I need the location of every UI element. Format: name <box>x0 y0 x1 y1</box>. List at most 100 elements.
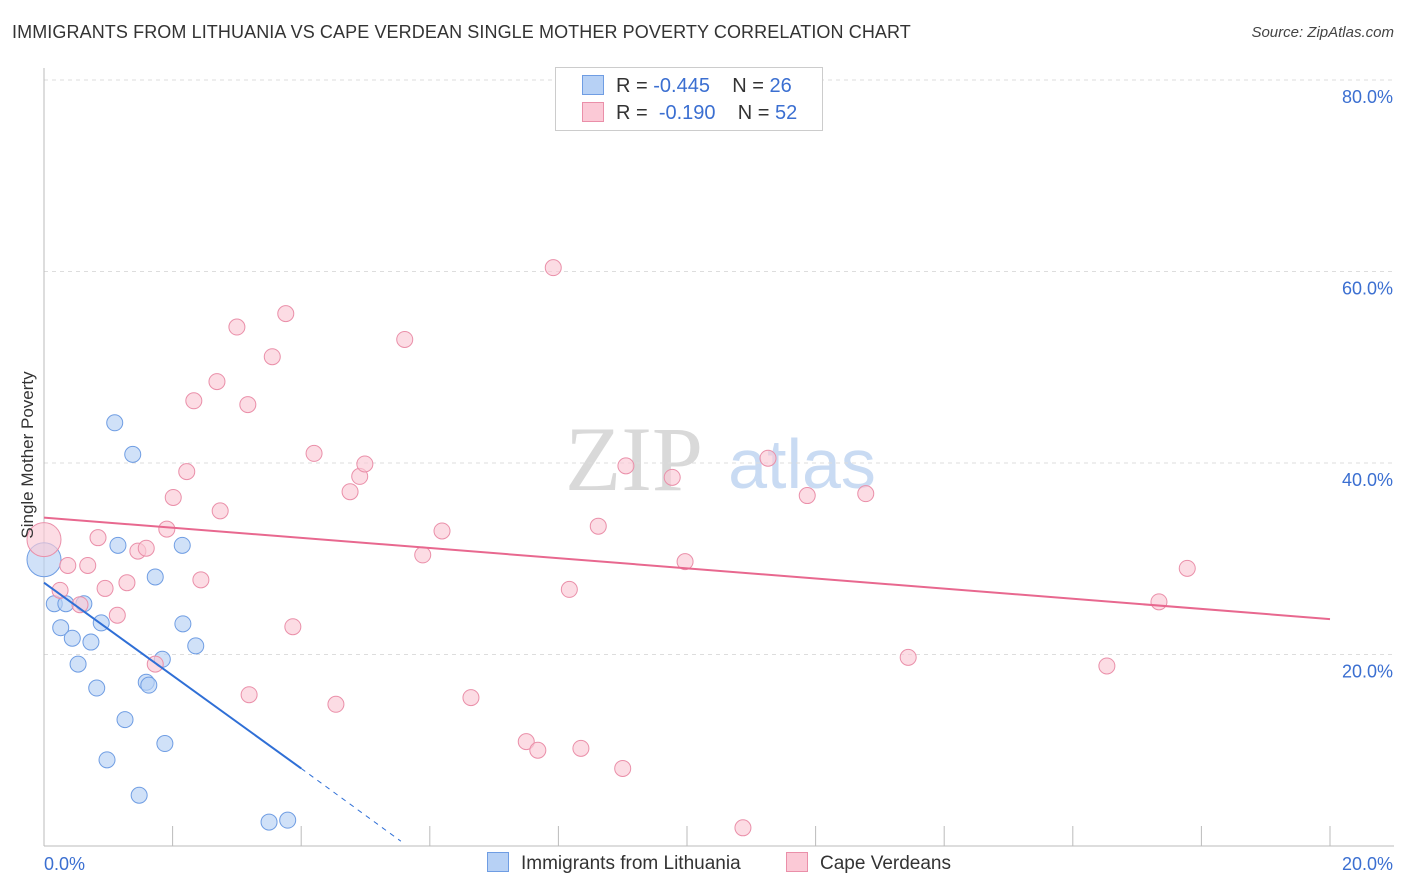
lithuania-point <box>279 811 297 829</box>
cape-verdean-point <box>240 686 258 704</box>
cape-verdean-point <box>26 522 62 558</box>
lithuania-point <box>52 619 70 637</box>
x-tick-label: 0.0% <box>44 854 85 874</box>
lithuania-point <box>88 679 106 697</box>
cape-verdean-point <box>589 517 607 535</box>
cape-verdean-point <box>118 574 136 592</box>
cape-verdean-point <box>51 581 69 599</box>
chart-title: IMMIGRANTS FROM LITHUANIA VS CAPE VERDEA… <box>12 22 911 42</box>
blue-swatch <box>487 852 509 872</box>
cape-verdean-point <box>560 580 578 598</box>
cape-verdean-point <box>305 444 323 462</box>
cape-verdean-point <box>59 556 77 574</box>
lithuania-point <box>116 711 134 729</box>
cape-verdean-point <box>617 457 635 475</box>
cape-verdean-point <box>734 819 752 837</box>
n-label: N = <box>737 102 770 124</box>
legend-row-cape-verdeans: R = -0.190 N = 52 <box>582 102 797 125</box>
legend-label: Immigrants from Lithuania <box>521 853 741 874</box>
lithuania-point <box>82 633 100 651</box>
y-tick-label: 40.0% <box>1342 470 1393 490</box>
legend-item-cape-verdeans: Cape Verdeans <box>786 852 951 875</box>
cape-verdean-point <box>96 579 114 597</box>
lithuania-point <box>173 536 191 554</box>
lithuania-point <box>98 751 116 769</box>
cape-verdean-point <box>71 596 89 614</box>
cape-verdean-point <box>164 488 182 506</box>
cape-verdean-point <box>137 539 155 557</box>
lithuania-point <box>106 414 124 432</box>
legend-label: Cape Verdeans <box>820 853 951 874</box>
cape-verdean-point <box>208 373 226 391</box>
lithuania-point <box>146 568 164 586</box>
lithuania-point <box>69 655 87 673</box>
cape-verdean-point <box>228 318 246 336</box>
cape-verdean-point <box>192 571 210 589</box>
y-tick-label: 60.0% <box>1342 279 1393 299</box>
lithuania-point <box>174 615 192 633</box>
lithuania-point <box>109 536 127 554</box>
cape-verdean-point <box>676 553 694 571</box>
cape-verdean-point <box>544 259 562 277</box>
pink-swatch <box>582 102 604 122</box>
r-label: R = <box>616 75 648 97</box>
n-value: 52 <box>775 102 798 124</box>
cape-verdean-point <box>327 695 345 713</box>
lithuania-point <box>156 735 174 753</box>
lithuania-trend-extension <box>300 768 402 842</box>
lithuania-trend-line <box>43 581 302 770</box>
cape-verdean-point <box>1178 559 1196 577</box>
x-tick-label: 20.0% <box>1342 854 1393 874</box>
watermark-zip: ZIP <box>565 408 703 510</box>
cape-verdean-point <box>798 487 816 505</box>
lithuania-point <box>187 637 205 655</box>
cape-verdean-point <box>211 502 229 520</box>
blue-swatch <box>582 75 604 95</box>
cape-verdean-point <box>759 449 777 467</box>
cape-verdean-point <box>239 396 257 414</box>
cape-verdean-point <box>414 546 432 564</box>
cape-verdean-point <box>178 463 196 481</box>
cape-verdean-point <box>663 468 681 486</box>
cape-verdean-point <box>263 348 281 366</box>
cape-verdean-point <box>1150 593 1168 611</box>
cape-verdean-point <box>158 520 176 538</box>
cape-verdean-point <box>614 759 632 777</box>
cape-verdean-point <box>517 733 535 751</box>
cape-verdean-point <box>857 485 875 503</box>
cape-verdean-point <box>396 330 414 348</box>
cape-verdean-point <box>433 522 451 540</box>
cape-verdean-point <box>1098 657 1116 675</box>
lithuania-point <box>124 445 142 463</box>
lithuania-point <box>63 629 81 647</box>
r-value: -0.445 <box>653 75 710 97</box>
y-tick-label: 20.0% <box>1342 662 1393 682</box>
source-label: Source: ZipAtlas.com <box>1251 24 1394 41</box>
cape-verdean-point <box>899 648 917 666</box>
cape-verdean-point <box>284 618 302 636</box>
lithuania-point <box>260 813 278 831</box>
cape-verdean-point <box>341 483 359 501</box>
cape-verdean-point <box>572 739 590 757</box>
cape-verdean-trend-line <box>43 516 1331 621</box>
cape-verdean-point <box>462 689 480 707</box>
n-value: 26 <box>769 75 792 97</box>
y-axis-label: Single Mother Poverty <box>18 371 37 539</box>
cape-verdean-point <box>89 529 107 547</box>
pink-swatch <box>786 852 808 872</box>
cape-verdean-point <box>108 606 126 624</box>
lithuania-point <box>140 676 158 694</box>
cape-verdean-point <box>277 305 295 323</box>
stats-legend: R = -0.445 N = 26 R = -0.190 N = 52 <box>555 67 823 131</box>
n-label: N = <box>732 75 764 97</box>
lithuania-point <box>130 786 148 804</box>
cape-verdean-point <box>356 455 374 473</box>
cape-verdean-point <box>529 741 547 759</box>
legend-row-lithuania: R = -0.445 N = 26 <box>582 75 792 98</box>
r-value: -0.190 <box>658 102 716 124</box>
cape-verdean-point <box>185 392 203 410</box>
legend-item-lithuania: Immigrants from Lithuania <box>487 852 741 875</box>
r-label: R = <box>616 102 648 124</box>
